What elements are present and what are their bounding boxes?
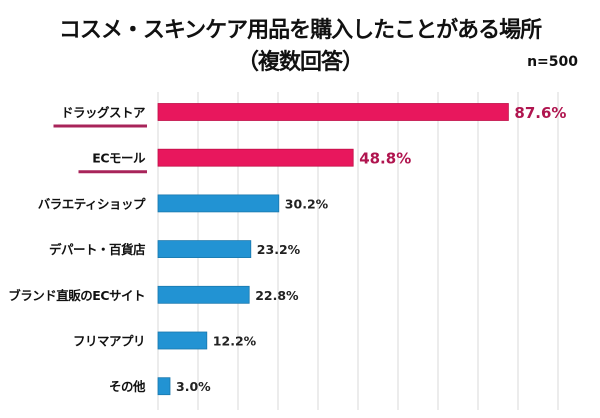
bar bbox=[157, 103, 509, 121]
chart-title: コスメ・スキンケア用品を購入したことがある場所 bbox=[58, 18, 542, 43]
category-label: フリマアプリ bbox=[73, 334, 145, 349]
data-label: 30.2% bbox=[285, 196, 329, 211]
data-label: 3.0% bbox=[176, 379, 211, 394]
bar bbox=[157, 377, 171, 396]
category-label: ECモール bbox=[92, 151, 146, 166]
chart-subtitle: （複数回答） bbox=[236, 50, 364, 75]
category-label: ドラッグストア bbox=[61, 105, 145, 120]
data-label: 23.2% bbox=[257, 242, 301, 257]
category-label: デパート・百貨店 bbox=[49, 242, 146, 257]
bar bbox=[157, 148, 354, 167]
bar bbox=[157, 194, 280, 213]
bar bbox=[157, 331, 208, 350]
category-label: バラエティショップ bbox=[38, 196, 146, 211]
bar bbox=[157, 285, 250, 304]
data-label: 48.8% bbox=[359, 150, 411, 168]
category-label: その他 bbox=[109, 379, 146, 394]
data-label: 87.6% bbox=[514, 104, 566, 122]
data-label: 22.8% bbox=[255, 288, 299, 303]
sample-size: n=500 bbox=[527, 54, 578, 70]
category-label: ブランド直販のECサイト bbox=[8, 288, 145, 303]
bar bbox=[157, 240, 252, 259]
data-label: 12.2% bbox=[213, 334, 257, 349]
